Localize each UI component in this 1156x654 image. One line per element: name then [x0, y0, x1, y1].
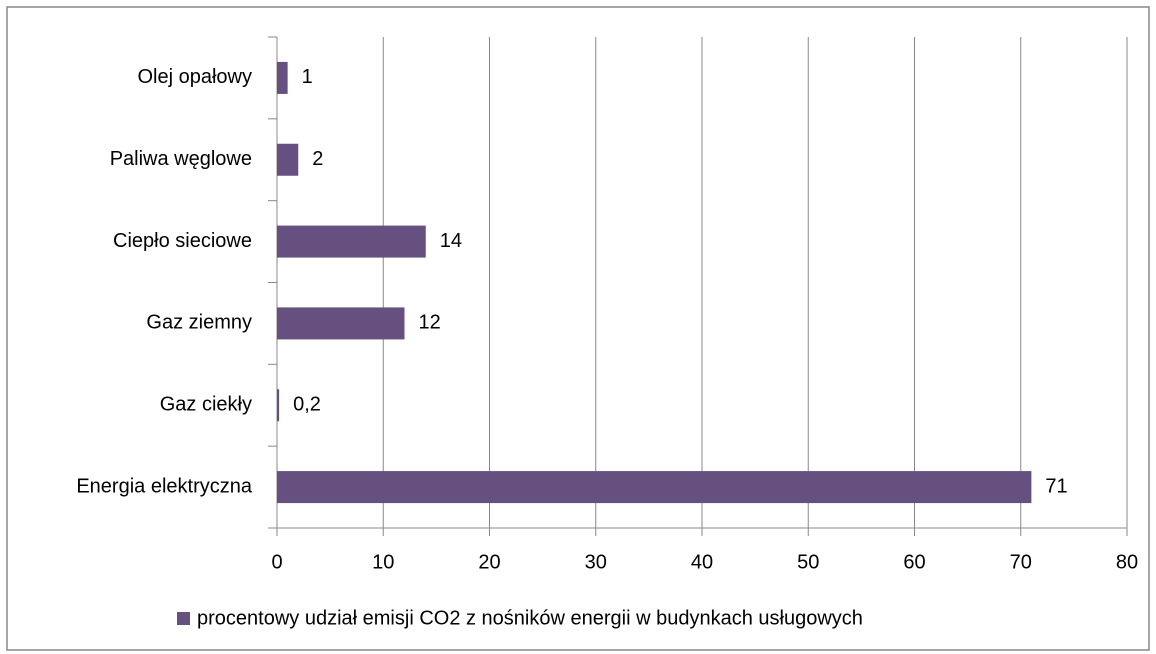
y-tick-label: Gaz ziemny: [146, 312, 252, 334]
value-label: 71: [1045, 475, 1067, 497]
bar: [277, 225, 426, 258]
y-tick-label: Energia elektryczna: [76, 475, 253, 497]
value-label: 12: [419, 312, 441, 334]
x-tick-label: 40: [691, 551, 713, 573]
x-tick-label: 10: [372, 551, 394, 573]
y-tick-label: Gaz ciekły: [160, 394, 252, 416]
x-tick-label: 30: [585, 551, 607, 573]
x-tick-label: 50: [797, 551, 819, 573]
y-tick-label: Paliwa węglowe: [110, 148, 252, 170]
bar: [277, 61, 288, 94]
y-tick-label: Ciepło sieciowe: [113, 230, 252, 252]
x-tick-label: 60: [903, 551, 925, 573]
x-tick-label: 20: [478, 551, 500, 573]
x-tick-label: 0: [271, 551, 282, 573]
value-label: 2: [312, 148, 323, 170]
bar: [277, 471, 1032, 504]
value-label: 1: [302, 66, 313, 88]
x-tick-label: 80: [1116, 551, 1138, 573]
legend-swatch: [177, 612, 190, 625]
value-label: 14: [440, 230, 462, 252]
bar: [277, 389, 280, 422]
bar: [277, 143, 299, 176]
chart-frame: [6, 6, 1150, 651]
legend-label: procentowy udział emisji CO2 z nośników …: [197, 607, 863, 629]
x-tick-label: 70: [1010, 551, 1032, 573]
y-tick-label: Olej opałowy: [137, 66, 252, 88]
bar: [277, 307, 405, 340]
value-label: 0,2: [293, 394, 321, 416]
